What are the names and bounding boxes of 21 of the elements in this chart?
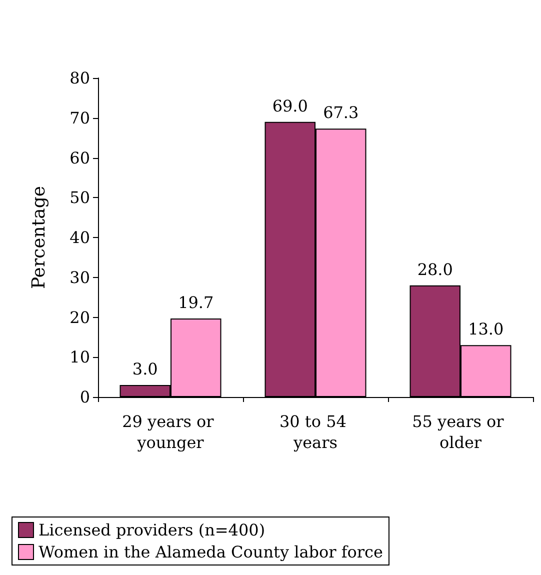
legend-label: Licensed providers (n=400) bbox=[38, 520, 266, 540]
data-label: 28.0 bbox=[417, 260, 453, 279]
data-label: 69.0 bbox=[272, 96, 308, 116]
y-tick-label: 60 bbox=[70, 148, 90, 168]
y-tick-label: 80 bbox=[70, 68, 90, 88]
y-tick-label: 20 bbox=[70, 308, 90, 327]
y-tick-label: 70 bbox=[70, 108, 90, 128]
y-tick-label: 50 bbox=[70, 188, 90, 208]
y-tick-label: 0 bbox=[80, 388, 90, 406]
y-tick-label: 30 bbox=[70, 268, 90, 287]
legend-label: Women in the Alameda County labor force bbox=[38, 542, 383, 562]
x-tick-label: 29 years or younger bbox=[122, 412, 219, 452]
y-tick-label: 10 bbox=[70, 348, 90, 367]
x-tick-label: 30 to 54 years bbox=[279, 412, 352, 452]
y-axis-title: Percentage bbox=[28, 186, 50, 290]
data-label: 67.3 bbox=[323, 103, 359, 122]
data-label: 13.0 bbox=[468, 320, 504, 339]
data-label: 19.7 bbox=[178, 292, 214, 312]
x-tick-label: 55 years or older bbox=[412, 412, 509, 452]
y-tick-label: 40 bbox=[70, 228, 90, 247]
data-label: 3.0 bbox=[132, 360, 158, 379]
